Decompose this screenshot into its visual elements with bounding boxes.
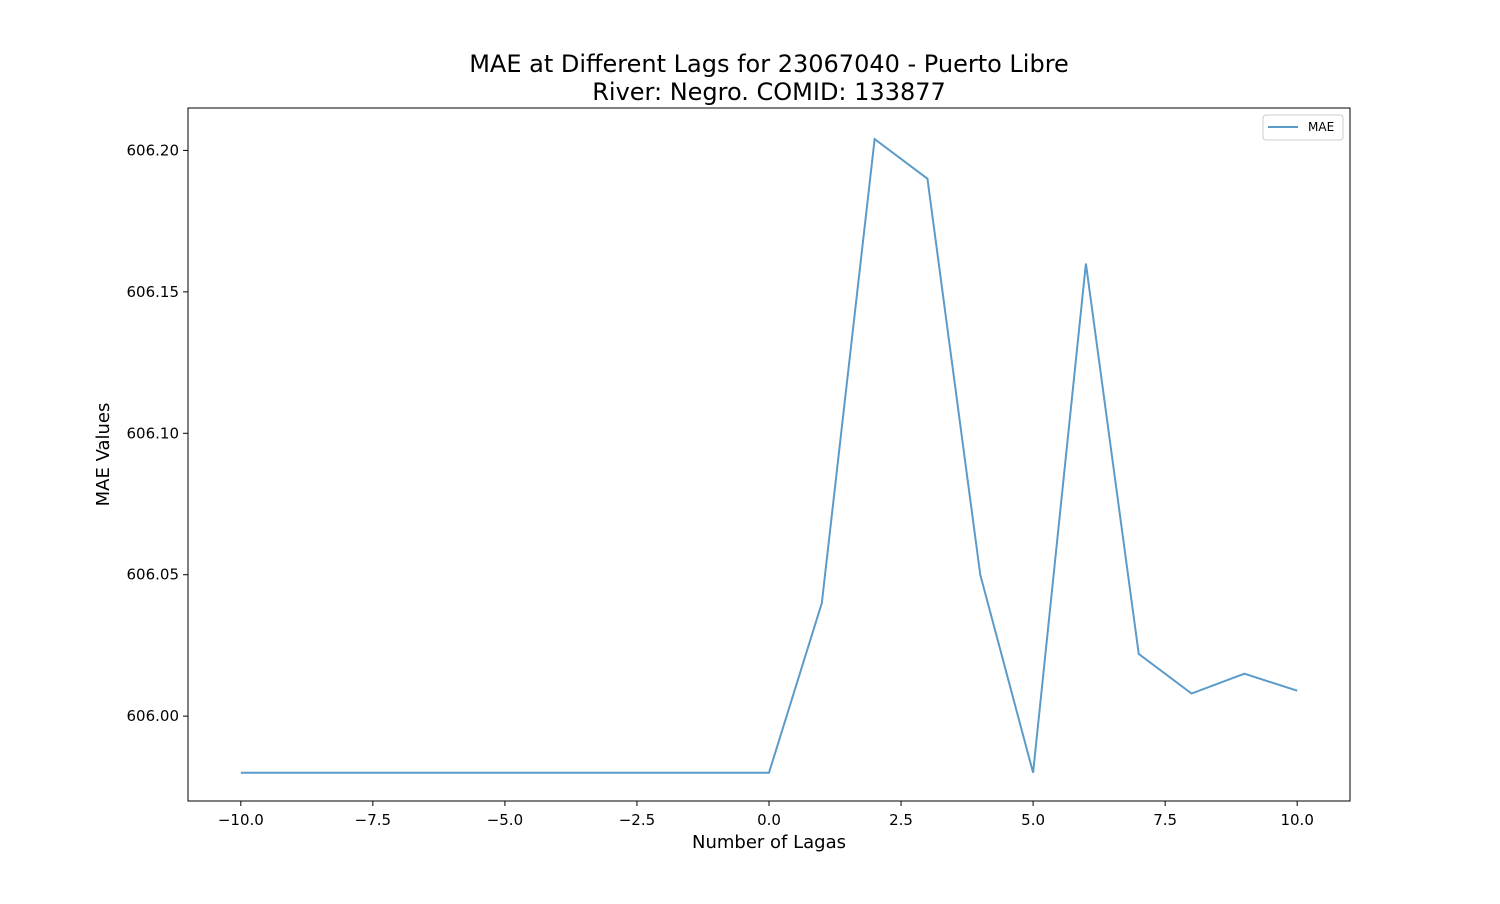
y-tick-label: 606.15: [127, 283, 180, 301]
legend: MAE: [1263, 115, 1343, 140]
x-tick-label: 0.0: [757, 811, 781, 829]
y-tick-label: 606.20: [127, 141, 180, 159]
series-line-mae: [241, 139, 1297, 773]
x-axis-ticks: −10.0 −7.5 −5.0 −2.5 0.0 2.5 5.0 7.5 10.0: [218, 801, 1314, 829]
x-tick-label: −10.0: [218, 811, 264, 829]
plot-frame: [188, 108, 1350, 801]
x-tick-label: 10.0: [1280, 811, 1313, 829]
x-tick-label: 2.5: [889, 811, 913, 829]
chart-subtitle: River: Negro. COMID: 133877: [592, 78, 946, 106]
y-axis-ticks: 606.00 606.05 606.10 606.15 606.20: [127, 141, 189, 725]
x-tick-label: 7.5: [1153, 811, 1177, 829]
y-tick-label: 606.00: [127, 707, 180, 725]
x-tick-label: −2.5: [619, 811, 655, 829]
chart-title: MAE at Different Lags for 23067040 - Pue…: [469, 50, 1069, 78]
plot-area: [241, 139, 1298, 773]
x-tick-label: 5.0: [1021, 811, 1045, 829]
x-tick-label: −7.5: [355, 811, 391, 829]
x-tick-label: −5.0: [487, 811, 523, 829]
y-tick-label: 606.05: [127, 566, 180, 584]
y-axis-label: MAE Values: [93, 403, 114, 507]
x-axis-label: Number of Lagas: [692, 832, 846, 853]
y-tick-label: 606.10: [127, 424, 180, 442]
legend-label-mae: MAE: [1308, 120, 1334, 134]
